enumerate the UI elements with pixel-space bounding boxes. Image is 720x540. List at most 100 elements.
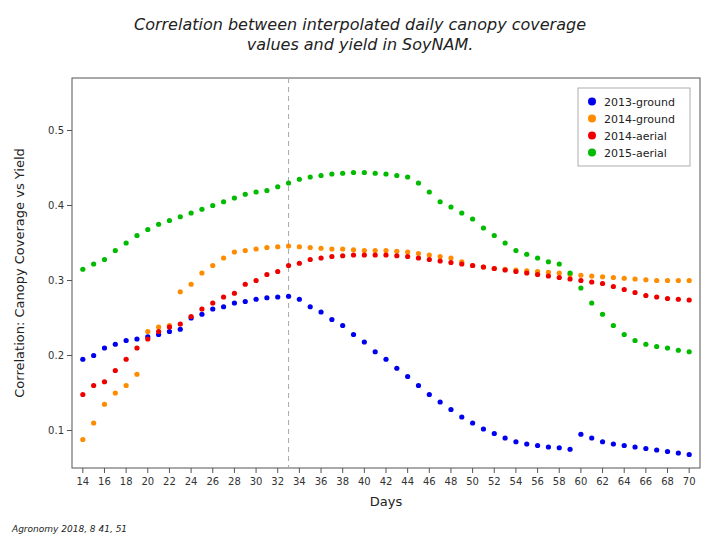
point — [524, 252, 529, 257]
point — [643, 293, 648, 298]
legend-box — [578, 88, 690, 166]
point — [113, 342, 118, 347]
point — [654, 278, 659, 283]
point — [632, 338, 637, 343]
point — [405, 174, 410, 179]
x-tick — [104, 468, 105, 473]
point — [524, 270, 529, 275]
point — [524, 441, 529, 446]
x-tick — [645, 468, 646, 473]
point — [264, 295, 269, 300]
point — [427, 189, 432, 194]
point — [665, 296, 670, 301]
point — [492, 431, 497, 436]
point — [80, 267, 85, 272]
point — [394, 366, 399, 371]
point — [459, 210, 464, 215]
x-tick — [191, 468, 192, 473]
point — [340, 171, 345, 176]
point — [427, 392, 432, 397]
point — [481, 264, 486, 269]
point — [199, 270, 204, 275]
point — [232, 291, 237, 296]
point — [492, 266, 497, 271]
point — [567, 447, 572, 452]
x-tick — [256, 468, 257, 473]
point — [351, 170, 356, 175]
point — [351, 247, 356, 252]
x-tick — [667, 468, 668, 473]
point — [622, 332, 627, 337]
x-tick — [537, 468, 538, 473]
x-tick-label: 16 — [98, 476, 111, 487]
point — [611, 441, 616, 446]
point — [199, 312, 204, 317]
point — [102, 379, 107, 384]
point — [124, 383, 129, 388]
y-tick-label: 0.2 — [48, 350, 64, 361]
y-tick — [67, 130, 72, 131]
point — [665, 278, 670, 283]
point — [383, 248, 388, 253]
point — [438, 258, 443, 263]
plot-frame — [72, 78, 700, 468]
point — [134, 372, 139, 377]
x-tick-label: 26 — [206, 476, 219, 487]
point — [416, 255, 421, 260]
point — [557, 275, 562, 280]
point — [243, 192, 248, 197]
point — [253, 246, 258, 251]
point — [373, 248, 378, 253]
point — [405, 374, 410, 379]
point — [189, 282, 194, 287]
x-tick-label: 48 — [445, 476, 458, 487]
point — [362, 248, 367, 253]
x-tick — [450, 468, 451, 473]
point — [557, 445, 562, 450]
point — [297, 244, 302, 249]
point — [189, 210, 194, 215]
point — [362, 252, 367, 257]
point — [189, 314, 194, 319]
point — [124, 338, 129, 343]
point — [427, 252, 432, 257]
point — [210, 263, 215, 268]
point — [102, 345, 107, 350]
point — [622, 287, 627, 292]
x-tick — [429, 468, 430, 473]
y-tick — [67, 205, 72, 206]
point — [557, 261, 562, 266]
point — [329, 317, 334, 322]
point — [275, 184, 280, 189]
point — [286, 294, 291, 299]
point — [643, 342, 648, 347]
point — [600, 312, 605, 317]
point — [124, 357, 129, 362]
point — [632, 290, 637, 295]
point — [416, 251, 421, 256]
point — [113, 390, 118, 395]
point — [622, 443, 627, 448]
point — [481, 264, 486, 269]
x-tick-label: 52 — [488, 476, 501, 487]
x-tick-label: 34 — [293, 476, 306, 487]
point — [308, 245, 313, 250]
point — [210, 203, 215, 208]
point — [513, 269, 518, 274]
x-tick-label: 42 — [380, 476, 393, 487]
point — [394, 173, 399, 178]
legend-marker — [588, 132, 596, 140]
x-tick — [147, 468, 148, 473]
point — [232, 300, 237, 305]
point — [513, 248, 518, 253]
x-tick — [169, 468, 170, 473]
point — [492, 266, 497, 271]
point — [394, 253, 399, 258]
point — [676, 278, 681, 283]
y-axis-label: Correlation: Canopy Coverage vs Yield — [12, 148, 27, 397]
x-tick — [559, 468, 560, 473]
point — [589, 273, 594, 278]
point — [91, 383, 96, 388]
point — [687, 349, 692, 354]
x-tick — [364, 468, 365, 473]
